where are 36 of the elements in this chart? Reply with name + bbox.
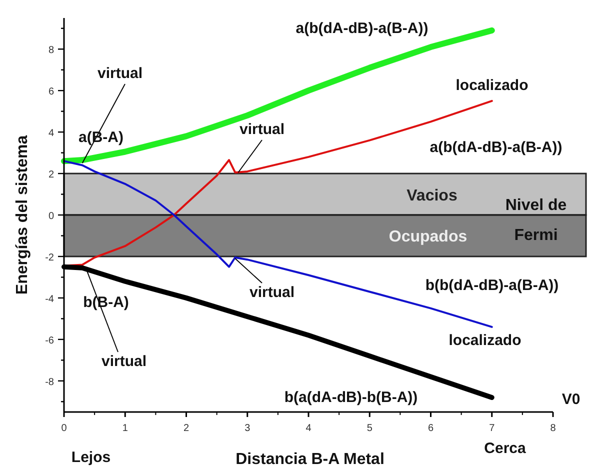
ref-line-label: Nivel de Fermi	[505, 197, 567, 244]
y-tick-label: 4	[48, 128, 54, 140]
x-tick-label: 3	[244, 423, 251, 434]
text: Cerca	[484, 440, 527, 457]
annotation: virtual	[101, 353, 147, 370]
annotation: b(b(dA-dB)-a(B-A))	[425, 277, 559, 294]
annotation: virtual	[249, 284, 295, 301]
annotation: virtual	[97, 65, 143, 82]
x-tick-label: 5	[366, 423, 373, 434]
x-axis-title: Distancia B-A Metal	[236, 451, 384, 468]
annotation: localizado	[448, 332, 522, 349]
x-tick-label: 7	[489, 423, 496, 434]
y-tick-label: -8	[45, 376, 54, 388]
y-tick-label: 8	[48, 45, 54, 56]
annotation: virtual	[239, 121, 285, 138]
band-label: Vacios	[406, 187, 458, 204]
y-tick-label: 2	[48, 170, 54, 181]
x-tick-label: 1	[122, 423, 128, 434]
y-tick-label: -2	[45, 252, 54, 264]
annotation: a(b(dA-dB)-a(B-A))	[430, 139, 562, 156]
x-tick-label: 2	[183, 423, 190, 434]
band-label: Ocupados	[388, 228, 468, 246]
annotation: localizado	[456, 77, 528, 94]
annotation: b(a(dA-dB)-b(B-A))	[284, 389, 418, 406]
x-tick-label: 0	[61, 423, 68, 434]
y-tick-label: 0	[48, 211, 54, 222]
y-tick-label: -4	[45, 294, 54, 305]
x-tick-label: 6	[428, 423, 434, 434]
y-axis-title: Energías del sistema	[14, 135, 31, 295]
text: Lejos	[71, 449, 111, 466]
x-tick-label: 4	[306, 423, 312, 434]
y-tick-label: -6	[45, 335, 54, 346]
annotation: a(b(dA-dB)-a(B-A))	[296, 20, 428, 37]
text: V0	[562, 391, 580, 408]
y-tick-label: 6	[48, 86, 54, 98]
x-tick-label: 8	[550, 423, 556, 434]
